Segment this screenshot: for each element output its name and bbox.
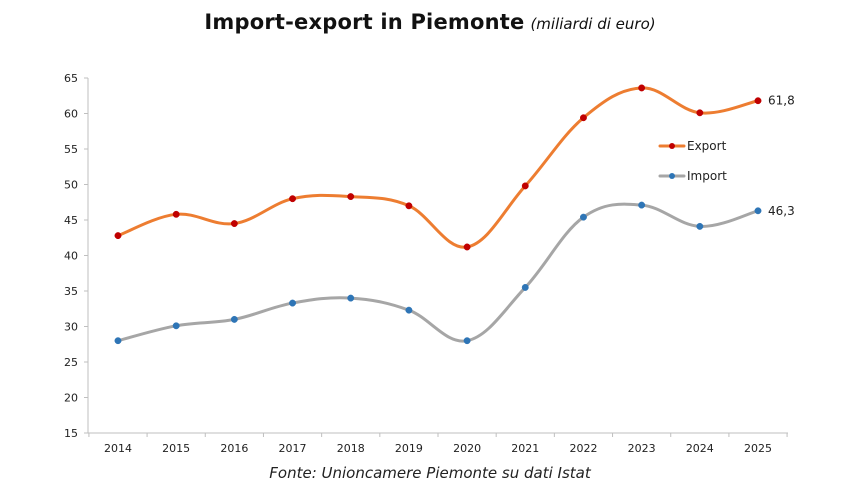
data-point-export [172, 210, 180, 218]
data-point-export [114, 232, 122, 240]
x-tick-label: 2019 [395, 442, 423, 455]
chart-source: Fonte: Unioncamere Piemonte su dati Ista… [269, 464, 591, 482]
x-tick-label: 2014 [104, 442, 132, 455]
data-point-import [114, 337, 122, 345]
y-tick-label: 40 [64, 250, 78, 263]
y-tick-label: 35 [64, 285, 78, 298]
data-point-import [230, 315, 238, 323]
data-point-export [289, 195, 296, 203]
x-tick-label: 2018 [337, 442, 365, 455]
y-tick-label: 65 [64, 72, 78, 85]
series-import: 46,3 [114, 201, 795, 345]
data-point-import [289, 299, 296, 307]
legend-label-export: Export [687, 139, 727, 153]
data-point-export [580, 114, 587, 122]
x-tick-label: 2024 [686, 442, 714, 455]
y-tick-label: 30 [64, 321, 78, 334]
legend-item-import: Import [658, 169, 727, 183]
series-line-import [116, 202, 760, 343]
x-tick-label: 2017 [279, 442, 307, 455]
y-tick-label: 25 [64, 356, 78, 369]
data-point-import [696, 222, 704, 230]
data-point-export [347, 193, 355, 201]
chart-title: Import-export in Piemonte [204, 10, 525, 34]
data-point-export [638, 84, 646, 92]
x-tick-label: 2021 [511, 442, 539, 455]
series-export: 61,8 [114, 84, 795, 251]
x-tick-label: 2023 [628, 442, 656, 455]
x-tick-label: 2015 [162, 442, 190, 455]
legend-label-import: Import [687, 169, 727, 183]
x-tick-label: 2020 [453, 442, 481, 455]
chart-title-block: Import-export in Piemonte (miliardi di eu… [0, 10, 860, 34]
series-line-export [116, 86, 760, 249]
data-point-export [405, 202, 413, 210]
x-tick-label: 2022 [569, 442, 597, 455]
data-point-import [463, 337, 471, 345]
chart-series: 61,8 46,3 [114, 84, 795, 345]
y-tick-label: 50 [64, 179, 78, 192]
x-tick-label: 2025 [744, 442, 772, 455]
data-label-export: 61,8 [768, 94, 795, 108]
data-point-import [580, 213, 587, 221]
data-point-export [463, 243, 471, 251]
data-point-import [405, 306, 413, 314]
data-point-import [754, 207, 762, 215]
y-tick-label: 20 [64, 392, 78, 405]
data-point-import [172, 322, 180, 330]
data-point-export [230, 220, 238, 228]
x-tick-label: 2016 [220, 442, 248, 455]
chart-legend: Export Import [658, 139, 727, 183]
data-point-export [521, 182, 529, 190]
legend-marker-export [669, 143, 675, 149]
legend-item-export: Export [658, 139, 727, 153]
y-tick-label: 45 [64, 214, 78, 227]
data-point-export [696, 109, 704, 117]
data-point-import [638, 201, 646, 209]
data-point-import [521, 284, 529, 291]
chart-subtitle: (miliardi di euro) [530, 15, 656, 33]
data-label-import: 46,3 [768, 204, 795, 218]
y-tick-label: 55 [64, 143, 78, 156]
data-point-import [347, 294, 355, 302]
legend-marker-import [669, 173, 675, 179]
y-tick-label: 60 [64, 108, 78, 121]
data-point-export [754, 97, 762, 105]
y-tick-label: 15 [64, 427, 78, 440]
